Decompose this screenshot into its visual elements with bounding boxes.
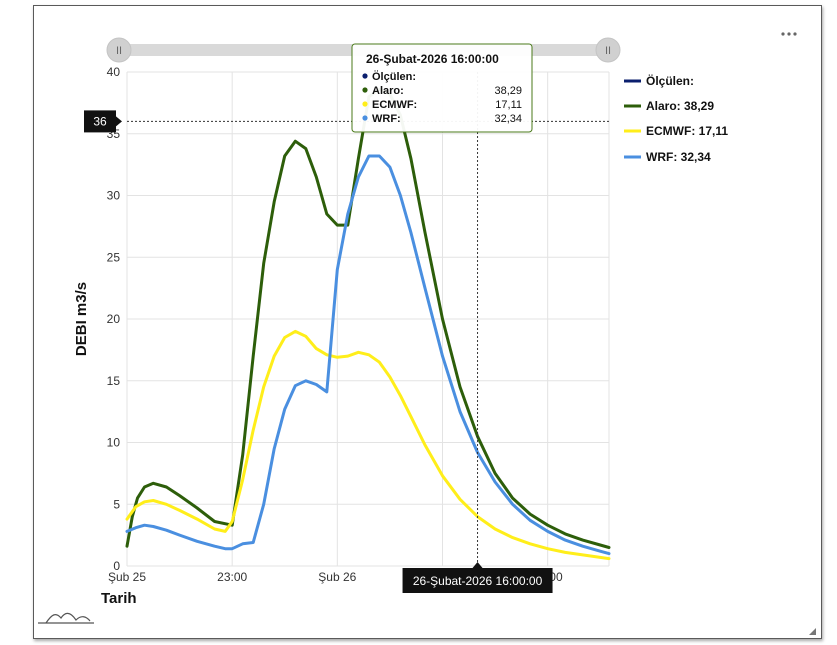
range-slider-left-handle[interactable] bbox=[106, 37, 132, 63]
crosshair-x-badge-label: 26-Şubat-2026 16:00:00 bbox=[413, 574, 543, 588]
legend-item-olculen[interactable]: Ölçülen: bbox=[624, 73, 694, 88]
series-lines[interactable] bbox=[125, 87, 611, 561]
range-slider-left-handle-glyph: II bbox=[116, 45, 122, 57]
legend-item-ecmwf[interactable]: ECMWF: 17,11 bbox=[624, 124, 728, 138]
tooltip-value-alaro: 38,29 bbox=[494, 85, 522, 97]
tooltip-label-wrf: WRF: bbox=[372, 113, 401, 125]
y-tick-label: 0 bbox=[113, 559, 120, 573]
y-tick-label: 10 bbox=[107, 436, 121, 450]
tooltip-label-ecmwf: ECMWF: bbox=[372, 99, 417, 111]
tooltip-dot-alaro bbox=[362, 87, 368, 93]
grid-lines bbox=[126, 71, 610, 567]
crosshair-y-badge-bg bbox=[84, 110, 116, 133]
more-dot-2 bbox=[787, 32, 791, 36]
more-dot-3 bbox=[793, 32, 797, 36]
y-tick-label: 40 bbox=[107, 65, 121, 79]
range-slider-right-handle-glyph: II bbox=[605, 45, 611, 57]
mountain-wave-icon bbox=[38, 612, 94, 624]
tooltip-dot-wrf bbox=[362, 115, 368, 121]
legend[interactable]: Ölçülen: Alaro: 38,29 ECMWF: 17,11 WRF: … bbox=[624, 73, 728, 164]
crosshair-y-badge-pointer bbox=[116, 116, 122, 127]
series-line-ecmwf[interactable] bbox=[125, 329, 611, 561]
y-tick-label: 20 bbox=[107, 312, 121, 326]
tooltip-dot-ecmwf bbox=[362, 101, 368, 107]
chart-panel: II II 0 5 10 15 20 25 30 35 40 Şub 25 23:00 Şub 26… bbox=[33, 5, 822, 639]
legend-label-olculen: Ölçülen: bbox=[646, 73, 694, 88]
tooltip-value-wrf: 32,34 bbox=[494, 113, 522, 125]
mountain-wave-path bbox=[45, 612, 91, 624]
range-slider-right-handle[interactable] bbox=[595, 37, 621, 63]
resize-grip-shape[interactable] bbox=[809, 628, 816, 635]
x-tick-label: Şub 26 bbox=[318, 570, 356, 584]
legend-item-alaro[interactable]: Alaro: 38,29 bbox=[624, 99, 714, 113]
more-horizontal-icon[interactable] bbox=[776, 26, 800, 42]
y-tick-label: 5 bbox=[113, 497, 120, 511]
legend-label-alaro: Alaro: 38,29 bbox=[646, 99, 714, 113]
crosshair-y-badge: 36 bbox=[84, 110, 122, 133]
legend-label-ecmwf: ECMWF: 17,11 bbox=[646, 124, 728, 138]
y-tick-label: 30 bbox=[107, 189, 121, 203]
tooltip-label-olculen: Ölçülen: bbox=[372, 70, 416, 83]
tooltip-title: 26-Şubat-2026 16:00:00 bbox=[366, 52, 499, 66]
legend-label-wrf: WRF: 32,34 bbox=[646, 150, 711, 164]
y-tick-label: 25 bbox=[107, 250, 121, 264]
crosshair-x-badge: 26-Şubat-2026 16:00:00 bbox=[402, 562, 553, 593]
crosshair-y-badge-label: 36 bbox=[93, 114, 107, 128]
x-tick-label: Şub 25 bbox=[108, 570, 146, 584]
legend-item-wrf[interactable]: WRF: 32,34 bbox=[624, 150, 711, 164]
x-axis-title: Tarih bbox=[101, 590, 137, 607]
crosshair-x-badge-bg bbox=[402, 568, 553, 593]
series-line-alaro[interactable] bbox=[125, 87, 611, 549]
series-line-wrf[interactable] bbox=[125, 154, 611, 556]
crosshair-x-badge-pointer bbox=[472, 562, 483, 568]
tooltip-value-ecmwf: 17,11 bbox=[495, 99, 522, 111]
x-tick-label: 23:00 bbox=[217, 570, 247, 584]
y-tick-label: 15 bbox=[107, 374, 121, 388]
more-dot-1 bbox=[781, 32, 785, 36]
y-axis-title: DEBI m3/s bbox=[73, 282, 90, 356]
tooltip-box bbox=[351, 43, 533, 133]
tooltip: 26-Şubat-2026 16:00:00 Ölçülen: Alaro: 3… bbox=[351, 43, 533, 133]
resize-grip-icon[interactable] bbox=[809, 628, 816, 635]
tooltip-dot-olculen bbox=[362, 73, 368, 79]
tooltip-label-alaro: Alaro: bbox=[372, 85, 404, 97]
